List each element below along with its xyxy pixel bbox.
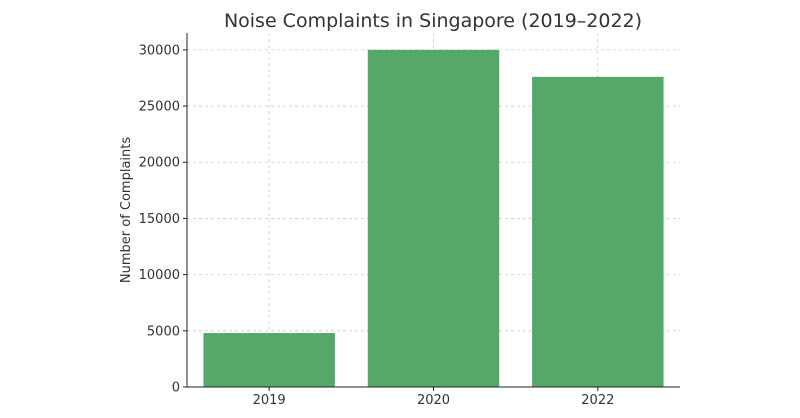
chart-title: Noise Complaints in Singapore (2019–2022… bbox=[224, 10, 642, 32]
x-tick-label: 2019 bbox=[253, 393, 286, 408]
y-tick-label: 20000 bbox=[139, 156, 180, 171]
bar-2019 bbox=[203, 333, 335, 387]
y-tick-label: 5000 bbox=[147, 324, 180, 339]
y-axis-label: Number of Complaints bbox=[119, 137, 134, 283]
x-ticks: 2019 2020 2022 bbox=[253, 387, 614, 408]
x-tick-label: 2020 bbox=[417, 393, 450, 408]
y-tick-label: 15000 bbox=[139, 212, 180, 227]
y-tick-label: 25000 bbox=[139, 100, 180, 115]
y-tick-label: 10000 bbox=[139, 268, 180, 283]
bar-2022 bbox=[532, 76, 664, 387]
bar-2020 bbox=[367, 49, 500, 387]
y-tick-label: 0 bbox=[172, 381, 180, 396]
x-tick-label: 2022 bbox=[581, 393, 614, 408]
bars-layer bbox=[203, 49, 664, 387]
y-ticks: 0 5000 10000 15000 20000 25000 30000 bbox=[139, 43, 187, 396]
y-tick-label: 30000 bbox=[139, 43, 180, 58]
